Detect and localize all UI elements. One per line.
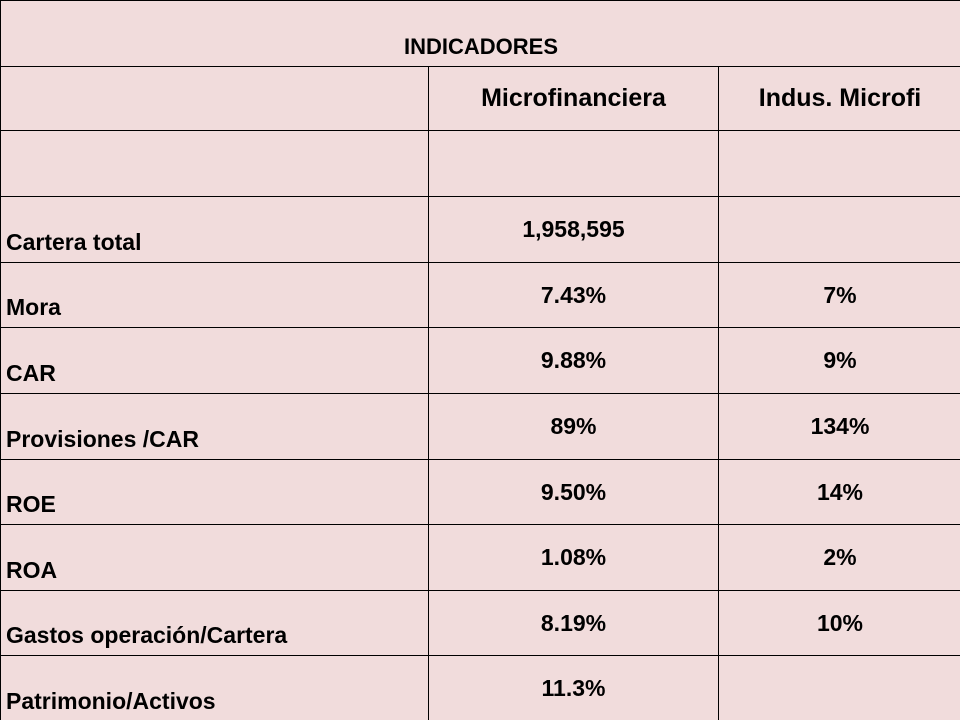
cell: 11.3%: [428, 655, 719, 720]
cell: 8.19%: [428, 590, 719, 656]
empty-cell: [0, 130, 429, 197]
column-header: Microfinanciera: [428, 66, 719, 131]
header-row: Microfinanciera Indus. Microfi: [0, 66, 960, 131]
cell: 2%: [718, 524, 960, 591]
cell: 1.08%: [428, 524, 719, 591]
data-row: ROE 9.50% 14%: [0, 459, 960, 525]
cell: 7%: [718, 262, 960, 328]
data-row: CAR 9.88% 9%: [0, 327, 960, 394]
row-label: Mora: [0, 262, 429, 328]
row-label: ROE: [0, 459, 429, 525]
empty-cell: [718, 130, 960, 197]
cell: 7.43%: [428, 262, 719, 328]
data-row: Mora 7.43% 7%: [0, 262, 960, 328]
data-row: Provisiones /CAR 89% 134%: [0, 393, 960, 460]
data-row: Gastos operación/Cartera 8.19% 10%: [0, 590, 960, 656]
table-title: INDICADORES: [0, 0, 960, 67]
empty-cell: [428, 130, 719, 197]
row-label: ROA: [0, 524, 429, 591]
row-label: CAR: [0, 327, 429, 394]
cell: 134%: [718, 393, 960, 460]
title-row: INDICADORES: [0, 0, 960, 67]
data-row: ROA 1.08% 2%: [0, 524, 960, 591]
empty-cell: [0, 66, 429, 131]
cell: 10%: [718, 590, 960, 656]
empty-row: [0, 130, 960, 197]
row-label: Gastos operación/Cartera: [0, 590, 429, 656]
empty-cell: [718, 655, 960, 720]
cell: 9.88%: [428, 327, 719, 394]
data-row: Patrimonio/Activos 11.3%: [0, 655, 960, 720]
cell: 89%: [428, 393, 719, 460]
row-label: Cartera total: [0, 196, 429, 263]
cell: 1,958,595: [428, 196, 719, 263]
cell: 9.50%: [428, 459, 719, 525]
row-label: Provisiones /CAR: [0, 393, 429, 460]
empty-cell: [718, 196, 960, 263]
column-header: Indus. Microfi: [718, 66, 960, 131]
row-label: Patrimonio/Activos: [0, 655, 429, 720]
data-row: Cartera total 1,958,595: [0, 196, 960, 263]
cell: 9%: [718, 327, 960, 394]
cell: 14%: [718, 459, 960, 525]
